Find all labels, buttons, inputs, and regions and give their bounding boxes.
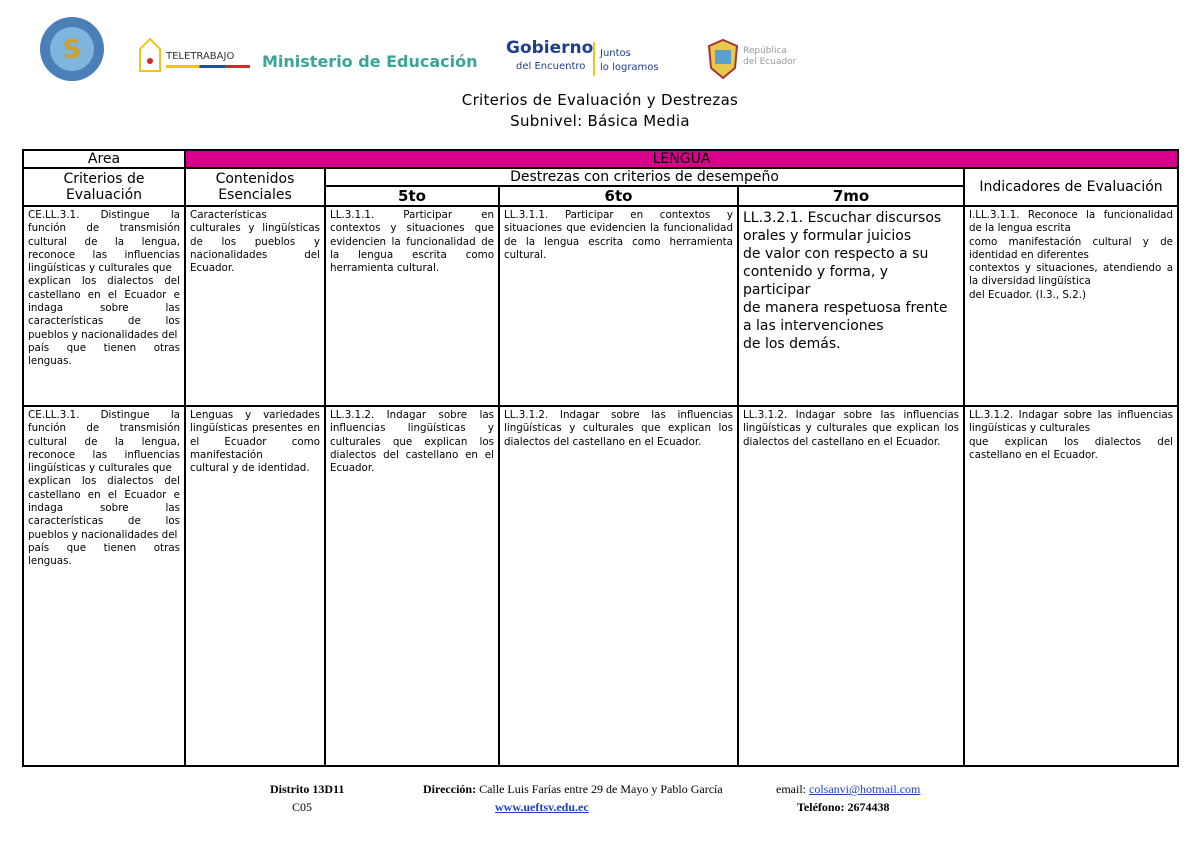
area-label: Area	[22, 149, 186, 169]
header-6to: 6to	[498, 185, 739, 207]
destreza-5to-cell: LL.3.1.2. Indagar sobre las influencias …	[324, 405, 500, 767]
gobierno-logo: Gobierno del Encuentro Juntos lo logramo…	[488, 30, 668, 80]
evaluation-table: Area LENGUA Criterios de Evaluación Cont…	[22, 149, 1180, 767]
footer-address: Dirección: Calle Luis Farías entre 29 de…	[423, 782, 723, 797]
table-row: CE.LL.3.1. Distingue la función de trans…	[22, 405, 1180, 767]
destreza-7mo-cell: LL.3.1.2. Indagar sobre las influencias …	[737, 405, 965, 767]
criterio-cell: CE.LL.3.1. Distingue la función de trans…	[22, 405, 186, 767]
criterio-cell: CE.LL.3.1. Distingue la función de trans…	[22, 205, 186, 407]
destreza-6to-cell: LL.3.1.1. Participar en contextos y situ…	[498, 205, 739, 407]
destreza-5to-cell: LL.3.1.1. Participar en contextos y situ…	[324, 205, 500, 407]
address-label: Dirección:	[423, 782, 477, 796]
contenido-cell: Lenguas y variedades lingüísticas presen…	[184, 405, 326, 767]
indicador-cell: LL.3.1.2. Indagar sobre las influencias …	[962, 405, 1180, 767]
header-7mo: 7mo	[737, 185, 965, 207]
table-row: CE.LL.3.1. Distingue la función de trans…	[22, 205, 1180, 407]
destreza-7mo-cell: LL.3.2.1. Escuchar discursos orales y fo…	[737, 205, 965, 407]
header-indicadores: Indicadores de Evaluación	[962, 167, 1180, 207]
area-value: LENGUA	[183, 149, 1180, 169]
footer-distrito: Distrito 13D11	[270, 782, 345, 796]
svg-text:S: S	[63, 35, 82, 65]
header-5to: 5to	[324, 185, 500, 207]
teletrabajo-logo: TELETRABAJO	[138, 37, 258, 75]
indicador-cell: I.LL.3.1.1. Reconoce la funcionalidad de…	[962, 205, 1180, 407]
website-link[interactable]: www.ueftsv.edu.ec	[495, 800, 589, 814]
footer-website-link[interactable]: www.ueftsv.edu.ec	[495, 800, 589, 815]
page-title: Criterios de Evaluación y Destrezas	[461, 91, 739, 109]
school-logo: S	[38, 16, 106, 82]
footer-email: email: colsanvi@hotmail.com	[776, 782, 920, 797]
header-destrezas: Destrezas con criterios de desempeño	[324, 166, 965, 188]
ministry-name: Ministerio de Educación	[262, 52, 478, 71]
destreza-6to-cell: LL.3.1.2. Indagar sobre las influencias …	[498, 405, 739, 767]
header-criterios: Criterios de Evaluación	[22, 167, 186, 207]
footer-phone: Teléfono: 2674438	[797, 800, 890, 814]
address-value: Calle Luis Farías entre 29 de Mayo y Pab…	[479, 782, 723, 796]
contenido-cell: Características culturales y lingüística…	[184, 205, 326, 407]
page-subtitle: Subnivel: Básica Media	[510, 112, 690, 130]
email-link[interactable]: colsanvi@hotmail.com	[809, 782, 921, 796]
email-label: email:	[776, 782, 806, 796]
ecuador-coat-of-arms: República del Ecuador	[705, 36, 805, 80]
footer-code: C05	[292, 800, 313, 814]
header-contenidos: Contenidos Esenciales	[184, 167, 326, 207]
